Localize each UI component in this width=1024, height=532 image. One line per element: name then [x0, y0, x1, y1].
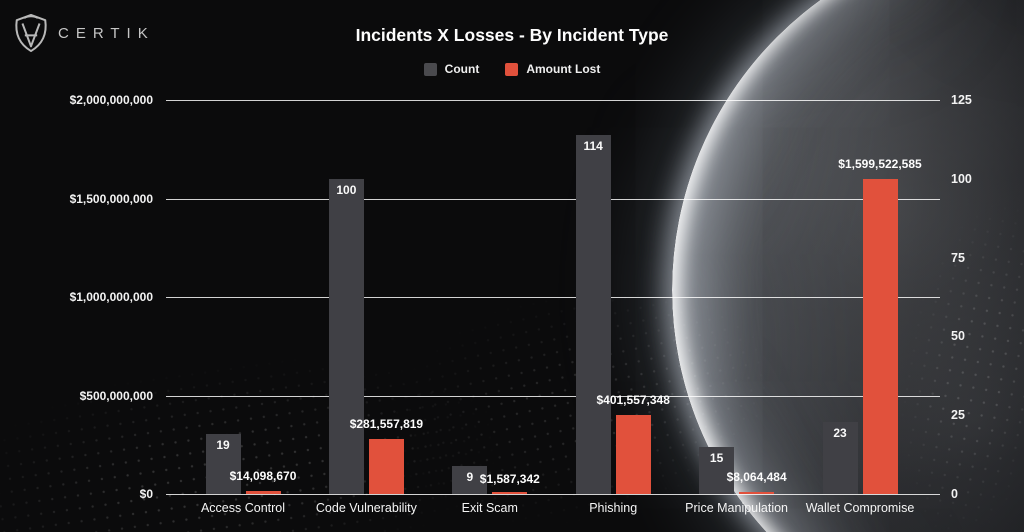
- brand-name: CERTIK: [58, 24, 155, 42]
- bar-group-code-vulnerability: 100 $281,557,819 Code Vulnerability: [316, 100, 423, 515]
- count-bar: 114: [575, 134, 611, 494]
- count-value-label: 19: [216, 438, 230, 453]
- left-axis-tick: $2,000,000,000: [69, 93, 153, 107]
- amount-bar: [368, 438, 404, 494]
- category-label: Phishing: [589, 501, 638, 515]
- certik-logo: CERTIK: [12, 13, 155, 53]
- legend-label: Amount Lost: [526, 62, 601, 76]
- amount-bar: [862, 178, 898, 494]
- certik-shield-icon: [12, 13, 50, 53]
- bar-group-wallet-compromise: 23 $1,599,522,585 Wallet Compromise: [806, 100, 922, 515]
- count-bar: 23: [822, 421, 858, 494]
- count-bar: 100: [328, 178, 364, 494]
- category-label: Exit Scam: [461, 501, 518, 515]
- count-value-label: 23: [833, 425, 847, 440]
- count-value-label: 9: [466, 469, 474, 484]
- legend-item-amount-lost[interactable]: Amount Lost: [505, 62, 600, 76]
- bar-group-phishing: 114 $401,557,348 Phishing: [575, 100, 670, 515]
- gridline: [166, 395, 940, 397]
- count-value-label: 114: [583, 138, 603, 153]
- legend-swatch-icon: [423, 62, 437, 76]
- legend-item-count[interactable]: Count: [423, 62, 480, 76]
- category-label: Wallet Compromise: [805, 501, 915, 515]
- amount-value-label: $1,587,342: [479, 471, 540, 486]
- amount-value-label: $8,064,484: [726, 470, 787, 485]
- left-axis-tick: $500,000,000: [79, 388, 153, 403]
- gridline: [166, 198, 940, 200]
- right-axis-tick: 100: [951, 171, 972, 186]
- count-bar: 19: [205, 434, 241, 494]
- count-value-label: 15: [709, 450, 724, 465]
- bar-group-price-manipulation: 15 $8,064,484 Price Manipulation: [685, 100, 788, 515]
- amount-value-label: $14,098,670: [229, 469, 297, 484]
- gridline: [166, 297, 940, 298]
- bar-group-access-control: 19 $14,098,670 Access Control: [201, 100, 296, 515]
- left-axis-tick: $1,500,000,000: [69, 191, 153, 206]
- category-label: Code Vulnerability: [315, 501, 417, 515]
- right-axis-tick: 75: [951, 250, 965, 265]
- chart-title: Incidents X Losses - By Incident Type: [355, 25, 669, 45]
- chart-legend: Count Amount Lost: [0, 62, 1024, 76]
- count-bar: 9: [452, 465, 488, 494]
- amount-bar: [245, 491, 281, 494]
- amount-value-label: $1,599,522,585: [838, 156, 922, 171]
- amount-bar: [615, 414, 651, 494]
- legend-swatch-icon: [505, 62, 519, 76]
- category-label: Price Manipulation: [685, 501, 789, 515]
- gridline: [166, 100, 940, 101]
- right-axis-tick: 25: [951, 408, 965, 423]
- legend-label: Count: [444, 62, 480, 76]
- bar-group-exit-scam: 9 $1,587,342 Exit Scam: [452, 100, 540, 515]
- amount-bar: [739, 492, 775, 494]
- plot-area: $2,000,000,000 $1,500,000,000 $1,000,000,0…: [70, 93, 972, 515]
- left-axis-tick: $0: [139, 487, 153, 501]
- right-axis-tick: 125: [951, 93, 972, 107]
- count-value-label: 100: [336, 182, 357, 197]
- category-label: Access Control: [200, 501, 286, 515]
- amount-value-label: $281,557,819: [349, 416, 424, 431]
- left-axis-tick: $1,000,000,000: [69, 290, 153, 304]
- count-bar: 15: [699, 446, 735, 494]
- amount-bar: [492, 492, 528, 494]
- right-axis-tick: 0: [951, 487, 958, 501]
- gridline: [166, 494, 940, 495]
- amount-value-label: $401,557,348: [596, 392, 670, 407]
- right-axis-tick: 50: [951, 329, 965, 344]
